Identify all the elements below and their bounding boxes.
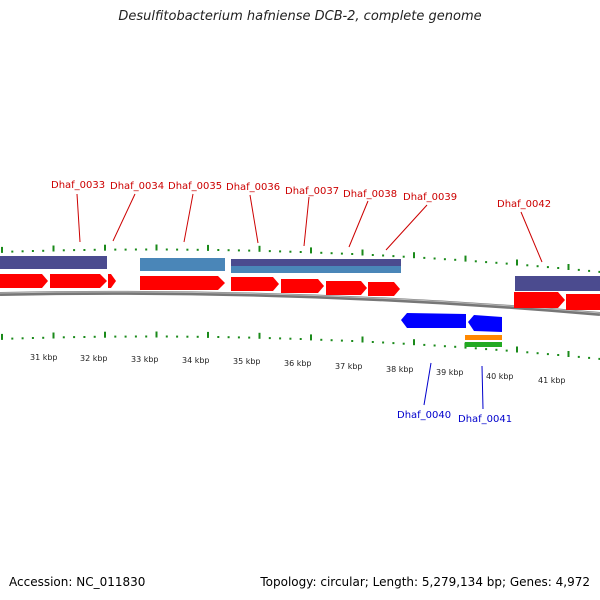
outer-tick-ring [1,244,600,273]
kbp-label: 33 kbp [131,355,159,364]
gene-labels: Dhaf_0033 Dhaf_0034 Dhaf_0035 Dhaf_0036 Dhaf… [51,180,551,425]
cds-arrow[interactable] [108,274,116,288]
cds-arrow[interactable] [468,315,502,332]
gene-bar[interactable] [231,259,401,266]
gene-bar[interactable] [515,276,600,291]
gene-bar[interactable] [0,256,107,269]
cds-track-reverse [401,313,502,332]
cds-arrow[interactable] [326,281,367,295]
gene-bar[interactable] [140,258,225,271]
gene-label[interactable]: Dhaf_0040 [397,410,451,421]
reverse-label-lines [423,362,484,410]
kbp-label: 38 kbp [386,365,414,374]
gene-label[interactable]: Dhaf_0034 [110,181,164,192]
gene-label[interactable]: Dhaf_0041 [458,414,512,425]
gene-label[interactable]: Dhaf_0037 [285,186,339,197]
cds-arrow[interactable] [0,274,48,288]
feature-track-reverse [465,335,502,347]
accession-text: Accession: NC_011830 [9,575,146,589]
gene-label[interactable]: Dhaf_0039 [403,192,457,203]
genome-backbone [0,290,600,316]
genome-summary-text: Topology: circular; Length: 5,279,134 bp… [260,575,590,589]
cds-arrow[interactable] [231,277,279,291]
kbp-label: 35 kbp [233,357,261,366]
feature-bar[interactable] [465,342,502,347]
gene-bar[interactable] [231,266,401,273]
cds-arrow[interactable] [401,313,466,328]
cds-arrow[interactable] [50,274,107,288]
cds-arrow[interactable] [514,292,565,308]
kbp-label: 32 kbp [80,354,108,363]
feature-bar[interactable] [465,335,502,340]
kbp-labels: 31 kbp 32 kbp 33 kbp 34 kbp 35 kbp 36 kbp 37 k… [30,353,566,385]
forward-label-lines [76,193,543,263]
kbp-label: 39 kbp [436,368,464,377]
cds-arrow[interactable] [140,276,225,290]
gene-label[interactable]: Dhaf_0042 [497,199,551,210]
genome-backbone-highlight [0,291,600,314]
gene-label[interactable]: Dhaf_0035 [168,181,222,192]
cds-arrow[interactable] [281,279,324,293]
kbp-label: 37 kbp [335,362,363,371]
kbp-label: 40 kbp [486,372,514,381]
gene-label[interactable]: Dhaf_0033 [51,180,105,191]
cds-track-forward [0,274,600,310]
kbp-label: 34 kbp [182,356,210,365]
kbp-label: 41 kbp [538,376,566,385]
gene-label[interactable]: Dhaf_0036 [226,182,280,193]
kbp-label: 31 kbp [30,353,58,362]
gene-track-forward [0,256,600,291]
cds-arrow[interactable] [566,294,600,310]
inner-tick-ring [1,331,600,360]
gene-label[interactable]: Dhaf_0038 [343,189,397,200]
kbp-label: 36 kbp [284,359,312,368]
cds-arrow[interactable] [368,282,400,296]
map-title: Desulfitobacterium hafniense DCB-2, comp… [118,9,482,24]
